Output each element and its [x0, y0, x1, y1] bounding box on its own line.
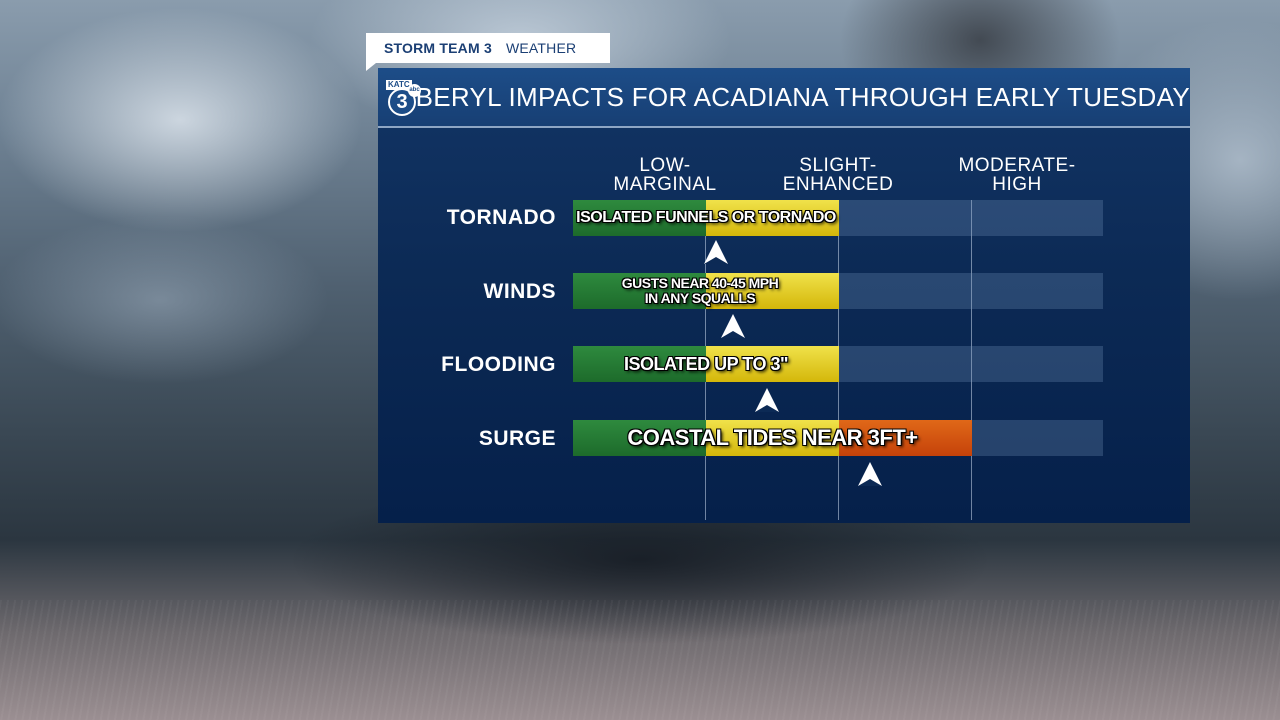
- row-label-surge: SURGE: [478, 427, 556, 450]
- level-arrow-icon: [721, 314, 745, 338]
- logo-network: abc: [408, 84, 421, 97]
- bar-segment-low: [573, 346, 706, 382]
- row-label-flooding: FLOODING: [441, 353, 556, 376]
- column-divider: [971, 200, 972, 520]
- brand-tag-bold: STORM TEAM 3: [384, 40, 492, 56]
- level-arrow-icon: [704, 240, 728, 264]
- impact-text-flooding: ISOLATED UP TO 3": [623, 353, 789, 374]
- brand-tag: STORM TEAM 3 WEATHER: [366, 33, 610, 63]
- impact-text-tornado: ISOLATED FUNNELS OR TORNADO: [576, 209, 836, 226]
- bar-segment-slight: [706, 346, 839, 382]
- level-arrow-icon: [858, 462, 882, 486]
- page-title: BERYL IMPACTS FOR ACADIANA THROUGH EARLY…: [415, 81, 1190, 112]
- column-header-moderate-high: MODERATE- HIGH: [958, 155, 1076, 195]
- impact-panel: KATC 3 abc BERYL IMPACTS FOR ACADIANA TH…: [378, 68, 1190, 523]
- panel-header: KATC 3 abc BERYL IMPACTS FOR ACADIANA TH…: [378, 68, 1190, 128]
- bar-segment-low: [573, 420, 706, 456]
- column-header-slight-enhanced: SLIGHT- ENHANCED: [782, 155, 894, 195]
- background-rain: [0, 600, 1280, 720]
- logo-callsign: KATC: [386, 80, 412, 90]
- impact-bar-tornado: ISOLATED FUNNELS OR TORNADO: [573, 200, 1103, 236]
- level-arrow-icon: [755, 388, 779, 412]
- impact-text-winds: GUSTS NEAR 40-45 MPH IN ANY SQUALLS: [621, 275, 779, 306]
- row-label-winds: WINDS: [483, 280, 556, 303]
- bar-segment-enhanced: [839, 420, 972, 456]
- bar-segment-low: [573, 200, 706, 236]
- brand-tag-tail: [366, 63, 376, 71]
- station-logo-icon: KATC 3 abc: [386, 77, 421, 117]
- logo-channel: 3: [388, 88, 416, 116]
- impact-bar-winds: GUSTS NEAR 40-45 MPH IN ANY SQUALLS: [573, 273, 1103, 309]
- column-header-low-marginal: LOW- MARGINAL: [613, 155, 717, 195]
- brand-tag-light: WEATHER: [505, 40, 577, 56]
- bar-segment-low: [573, 273, 706, 309]
- row-label-tornado: TORNADO: [446, 206, 556, 229]
- bar-segment-slight: [706, 273, 839, 309]
- impact-bar-flooding: ISOLATED UP TO 3": [573, 346, 1103, 382]
- impact-text-surge: COASTAL TIDES NEAR 3FT+: [627, 425, 918, 450]
- bar-segment-slight: [706, 200, 839, 236]
- impact-bar-surge: COASTAL TIDES NEAR 3FT+: [573, 420, 1103, 456]
- bar-segment-slight: [706, 420, 839, 456]
